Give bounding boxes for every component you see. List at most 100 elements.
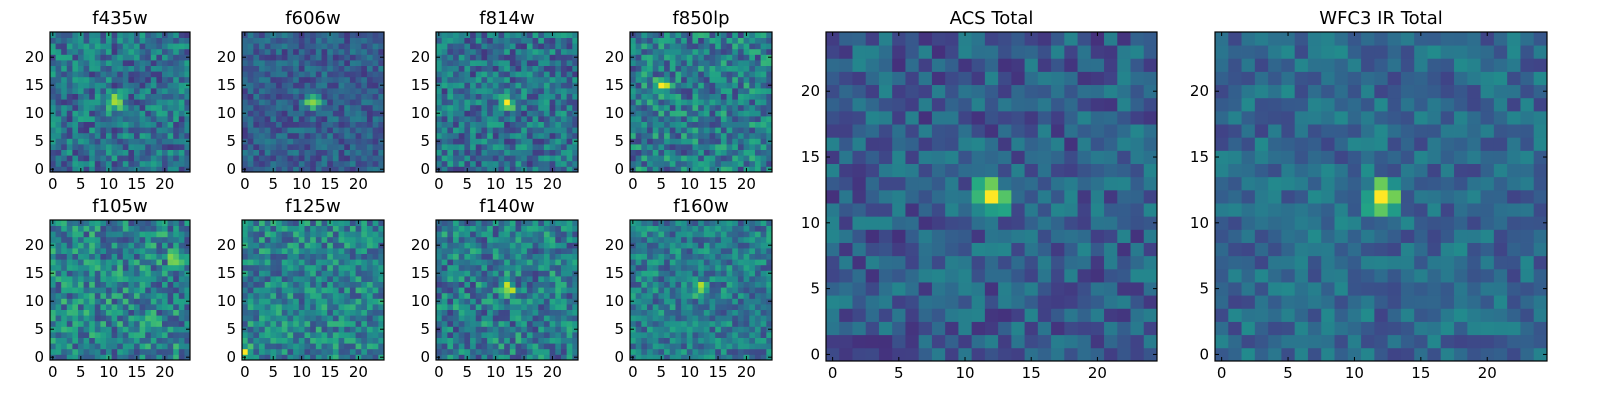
heatmap-cell	[526, 343, 533, 350]
x-tick-label: 15	[514, 175, 533, 193]
heatmap-cell	[355, 65, 362, 72]
heatmap-cell	[276, 259, 283, 266]
heatmap-cell	[664, 144, 671, 150]
heatmap-cell	[287, 337, 294, 344]
heatmap-cell	[242, 343, 249, 350]
heatmap-cell	[441, 132, 448, 139]
heatmap-cell	[167, 144, 174, 150]
heatmap-cell	[134, 242, 140, 249]
heatmap-cell	[156, 270, 163, 277]
heatmap-cell	[737, 32, 744, 38]
heatmap-cell	[635, 309, 642, 316]
heatmap-cell	[332, 320, 339, 327]
heatmap-cell	[453, 65, 460, 72]
heatmap-cell	[652, 320, 659, 327]
heatmap-cell	[338, 110, 345, 117]
heatmap-cell	[566, 281, 573, 288]
heatmap-cell	[543, 116, 550, 122]
heatmap-cell	[475, 32, 482, 38]
heatmap-cell	[78, 82, 84, 89]
heatmap-cell	[470, 60, 477, 66]
heatmap-cell	[436, 343, 443, 350]
heatmap-cell	[349, 160, 356, 167]
heatmap-cell	[766, 343, 773, 350]
heatmap-cell	[276, 37, 283, 44]
heatmap-cell	[715, 138, 722, 145]
heatmap-cell	[100, 337, 107, 344]
heatmap-cell	[338, 276, 345, 282]
heatmap-cell	[310, 121, 317, 128]
heatmap-cell	[703, 337, 710, 344]
heatmap-cell	[349, 65, 356, 72]
axes-frame	[241, 31, 385, 173]
heatmap-cell	[178, 337, 185, 344]
heatmap-cell	[338, 281, 345, 288]
heatmap-cell	[635, 149, 642, 156]
heatmap-cell	[453, 99, 460, 106]
heatmap-cell	[464, 326, 471, 333]
heatmap-cell	[652, 270, 659, 277]
heatmap-cell	[259, 121, 266, 128]
heatmap-cell	[521, 104, 528, 111]
heatmap-cell	[83, 298, 90, 305]
heatmap-cell	[532, 231, 539, 238]
heatmap-cell	[264, 88, 271, 94]
heatmap-cell	[543, 343, 550, 350]
heatmap-cell	[487, 138, 494, 145]
heatmap-cell	[692, 132, 699, 139]
heatmap-cell	[515, 43, 522, 50]
heatmap-cell	[652, 298, 659, 305]
heatmap-cell	[498, 242, 505, 249]
heatmap-cell	[515, 253, 522, 260]
heatmap-cell	[338, 225, 345, 232]
heatmap-cell	[760, 99, 767, 106]
heatmap-cell	[441, 48, 448, 55]
y-tick-label: 15	[217, 76, 236, 94]
heatmap-cell	[128, 225, 135, 232]
heatmap-cell	[111, 76, 118, 83]
heatmap-cell	[349, 48, 356, 55]
heatmap-cell	[117, 236, 124, 243]
heatmap-cell	[55, 315, 62, 322]
heatmap-cell	[509, 248, 516, 254]
heatmap-cell	[167, 127, 174, 134]
heatmap-cell	[134, 160, 140, 167]
heatmap-cell	[361, 320, 368, 327]
heatmap-cell	[743, 155, 750, 162]
heatmap-cell	[184, 99, 191, 106]
heatmap-cell	[715, 326, 722, 333]
heatmap-cell	[173, 71, 180, 78]
heatmap-cell	[732, 348, 739, 355]
heatmap-cell	[332, 315, 339, 322]
heatmap-cell	[641, 116, 648, 122]
heatmap-cell	[315, 337, 322, 344]
heatmap-cell	[264, 99, 271, 106]
y-tick-label: 0	[420, 348, 430, 366]
heatmap-cell	[475, 60, 482, 66]
heatmap-cell	[504, 236, 511, 243]
heatmap-cell	[641, 149, 648, 156]
heatmap-cell	[321, 54, 328, 61]
heatmap-cell	[743, 93, 750, 100]
heatmap-cell	[145, 127, 152, 134]
heatmap-cell	[441, 93, 448, 100]
heatmap-cell	[128, 259, 135, 266]
heatmap-cell	[361, 37, 368, 44]
heatmap-cell	[543, 76, 550, 83]
heatmap-cell	[549, 71, 556, 78]
heatmap-cell	[703, 82, 710, 89]
heatmap-cell	[492, 88, 499, 94]
heatmap-cell	[703, 121, 710, 128]
heatmap-cell	[276, 121, 283, 128]
heatmap-cell	[173, 337, 180, 344]
heatmap-cell	[698, 309, 705, 316]
heatmap-cell	[692, 343, 699, 350]
heatmap-cell	[526, 76, 533, 83]
heatmap-cell	[315, 43, 322, 50]
heatmap-cell	[464, 121, 471, 128]
heatmap-cell	[134, 127, 140, 134]
heatmap-cell	[675, 332, 682, 338]
heatmap-cell	[504, 320, 511, 327]
heatmap-cell	[441, 43, 448, 50]
heatmap-cell	[749, 287, 756, 294]
